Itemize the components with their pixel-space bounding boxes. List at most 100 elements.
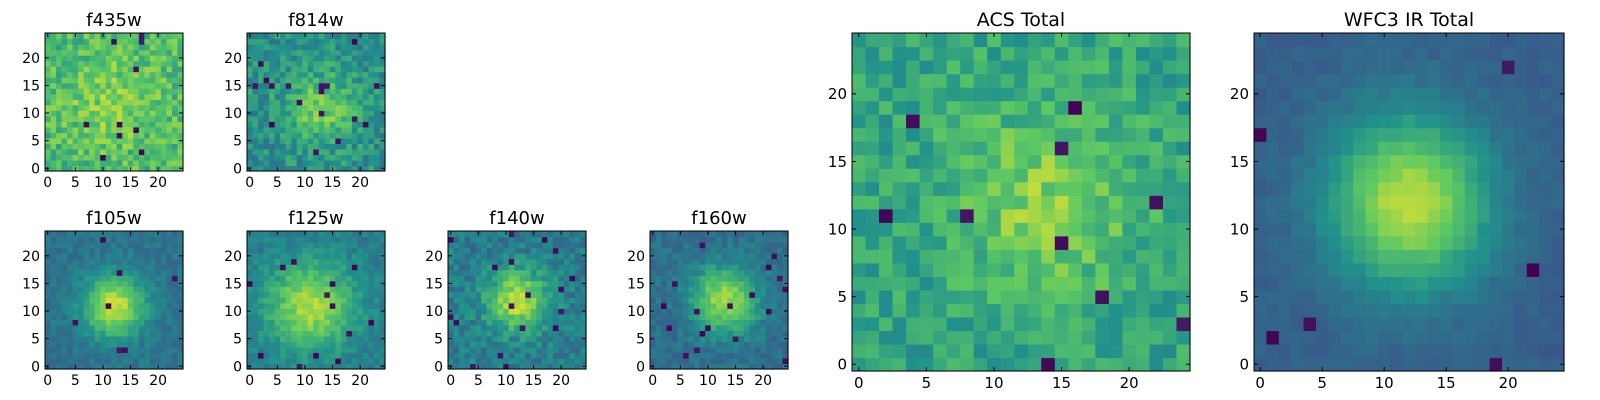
heatmap-cell bbox=[280, 236, 287, 243]
heatmap-cell bbox=[492, 258, 499, 265]
heatmap-cell bbox=[247, 104, 254, 111]
heatmap-cell bbox=[302, 88, 309, 95]
heatmap-cell bbox=[133, 286, 140, 293]
heatmap-cell bbox=[1135, 276, 1151, 291]
heatmap-cell bbox=[302, 66, 309, 73]
heatmap-cell bbox=[677, 357, 684, 365]
heatmap-cell bbox=[1081, 222, 1096, 237]
heatmap-cell bbox=[1254, 181, 1267, 196]
heatmap-cell bbox=[1122, 330, 1137, 345]
heatmap-cell bbox=[313, 352, 320, 359]
heatmap-cell bbox=[247, 324, 254, 331]
heatmap-cell bbox=[274, 319, 281, 326]
heatmap-cell bbox=[149, 357, 156, 365]
heatmap-cell bbox=[144, 346, 151, 354]
heatmap-cell bbox=[1014, 100, 1029, 115]
heatmap-cell bbox=[133, 121, 140, 128]
heatmap-cell bbox=[318, 110, 325, 117]
heatmap-cell bbox=[1340, 357, 1354, 372]
heatmap-cell bbox=[280, 264, 287, 271]
heatmap-cell bbox=[83, 341, 90, 348]
heatmap-cell bbox=[280, 93, 287, 100]
heatmap-cell bbox=[721, 264, 728, 271]
heatmap-cell bbox=[1176, 316, 1191, 332]
heatmap-cell bbox=[329, 137, 336, 144]
heatmap-cell bbox=[45, 38, 52, 45]
heatmap-cell bbox=[89, 33, 96, 40]
heatmap-cell bbox=[475, 297, 482, 304]
heatmap-cell bbox=[1000, 330, 1015, 345]
heatmap-cell bbox=[727, 286, 734, 293]
heatmap-cell bbox=[368, 66, 375, 73]
heatmap-cell bbox=[105, 154, 112, 161]
heatmap-cell bbox=[258, 242, 265, 249]
heatmap-cell bbox=[514, 275, 521, 282]
heatmap-cell bbox=[1081, 181, 1096, 196]
heatmap-cell bbox=[503, 297, 510, 304]
heatmap-cell bbox=[1278, 262, 1292, 277]
heatmap-cell bbox=[285, 330, 292, 337]
heatmap-cell bbox=[324, 88, 331, 95]
heatmap-cell bbox=[464, 242, 471, 249]
heatmap-cell bbox=[677, 302, 684, 309]
heatmap-cell bbox=[263, 77, 270, 84]
heatmap-cell bbox=[530, 324, 537, 331]
heatmap-cell bbox=[111, 148, 118, 156]
heatmap-cell bbox=[569, 297, 576, 304]
heatmap-cell bbox=[497, 258, 504, 265]
heatmap-cell bbox=[879, 249, 894, 264]
heatmap-cell bbox=[765, 297, 773, 304]
heatmap-cell bbox=[149, 110, 156, 117]
heatmap-cell bbox=[497, 319, 504, 326]
heatmap-cell bbox=[335, 363, 342, 370]
heatmap-cell bbox=[368, 121, 375, 128]
heatmap-cell bbox=[83, 286, 90, 293]
heatmap-cell bbox=[89, 253, 96, 260]
heatmap-cell bbox=[274, 357, 281, 365]
heatmap-cell bbox=[291, 110, 298, 117]
heatmap-cell bbox=[351, 363, 358, 370]
heatmap-cell bbox=[291, 55, 298, 62]
heatmap-cell bbox=[710, 253, 717, 260]
heatmap-cell bbox=[133, 126, 140, 133]
heatmap-cell bbox=[1162, 73, 1178, 88]
heatmap-cell bbox=[291, 297, 298, 304]
heatmap-cell bbox=[379, 302, 386, 309]
heatmap-cell bbox=[379, 346, 386, 354]
heatmap-cell bbox=[263, 319, 270, 326]
heatmap-cell bbox=[1378, 181, 1391, 196]
heatmap-cell bbox=[1464, 289, 1478, 304]
heatmap-cell bbox=[83, 297, 90, 304]
heatmap-cell bbox=[72, 148, 79, 156]
heatmap-cell bbox=[379, 143, 386, 150]
heatmap-cell bbox=[503, 247, 510, 254]
heatmap-cell bbox=[933, 46, 948, 61]
heatmap-cell bbox=[149, 55, 156, 62]
heatmap-cell bbox=[519, 363, 526, 370]
heatmap-cell bbox=[475, 330, 482, 337]
heatmap-cell bbox=[94, 143, 101, 150]
heatmap-cell bbox=[357, 55, 364, 62]
heatmap-cell bbox=[865, 168, 880, 183]
heatmap-cell bbox=[655, 324, 662, 331]
heatmap-cell bbox=[892, 330, 907, 345]
heatmap-cell bbox=[296, 363, 303, 370]
heatmap-cell bbox=[906, 60, 921, 75]
heatmap-cell bbox=[379, 264, 386, 271]
heatmap-cell bbox=[771, 335, 778, 342]
heatmap-cell bbox=[852, 33, 867, 48]
heatmap-cell bbox=[83, 88, 90, 95]
heatmap-cell bbox=[1054, 357, 1069, 372]
heatmap-cell bbox=[1489, 235, 1503, 250]
heatmap-cell bbox=[497, 341, 504, 348]
heatmap-cell bbox=[464, 302, 471, 309]
heatmap-cell bbox=[1502, 222, 1515, 237]
heatmap-cell bbox=[329, 99, 336, 106]
heatmap-cell bbox=[946, 114, 961, 129]
heatmap-cell bbox=[1122, 73, 1137, 88]
heatmap-cell bbox=[771, 357, 778, 365]
heatmap-cell bbox=[351, 313, 358, 320]
heatmap-cell bbox=[122, 357, 129, 365]
heatmap-cell bbox=[362, 264, 370, 271]
